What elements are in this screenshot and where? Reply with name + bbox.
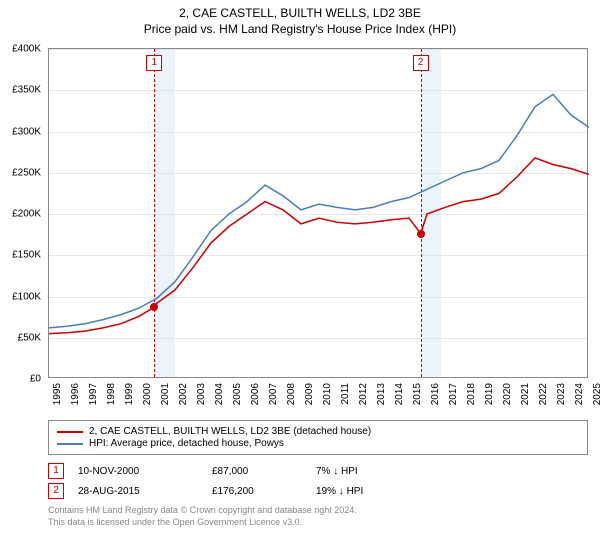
x-axis-label: 2000 [142, 383, 153, 405]
x-axis-label: 2025 [592, 383, 600, 405]
x-axis-label: 2020 [502, 383, 513, 405]
event-row: 1 10-NOV-2000 £87,000 7% ↓ HPI [48, 463, 588, 479]
y-axis-label: £250K [12, 167, 41, 178]
y-axis-label: £350K [12, 85, 41, 96]
x-axis-label: 2011 [340, 383, 351, 405]
x-axis-label: 2016 [430, 383, 441, 405]
x-axis-label: 2017 [448, 383, 459, 405]
title-block: 2, CAE CASTELL, BUILTH WELLS, LD2 3BE Pr… [0, 0, 600, 36]
x-axis-label: 1996 [70, 383, 81, 405]
x-axis-label: 2024 [574, 383, 585, 405]
x-axis-label: 2021 [520, 383, 531, 405]
event-price: £176,200 [212, 486, 302, 497]
legend-label: HPI: Average price, detached house, Powy… [89, 438, 284, 449]
series-line [49, 94, 589, 328]
series-line [49, 158, 589, 334]
x-axis-label: 2001 [160, 383, 171, 405]
x-axis-label: 2003 [196, 383, 207, 405]
x-axis-label: 2002 [178, 383, 189, 405]
x-axis-label: 2013 [376, 383, 387, 405]
y-axis-label: £100K [12, 291, 41, 302]
legend-and-footer: 2, CAE CASTELL, BUILTH WELLS, LD2 3BE (d… [48, 420, 588, 528]
chart-container: 2, CAE CASTELL, BUILTH WELLS, LD2 3BE Pr… [0, 0, 600, 560]
y-axis-label: £400K [12, 44, 41, 55]
footer: Contains HM Land Registry data © Crown c… [48, 505, 588, 528]
x-axis-label: 2018 [466, 383, 477, 405]
x-axis-label: 2015 [412, 383, 423, 405]
x-axis-label: 2014 [394, 383, 405, 405]
x-axis-label: 2007 [268, 383, 279, 405]
plot-wrap: £0£50K£100K£150K£200K£250K£300K£350K£400… [48, 48, 588, 378]
legend-label: 2, CAE CASTELL, BUILTH WELLS, LD2 3BE (d… [89, 426, 371, 437]
x-axis-label: 1995 [52, 383, 63, 405]
event-num-box: 2 [48, 483, 64, 499]
x-axis-label: 2009 [304, 383, 315, 405]
title-line-2: Price paid vs. HM Land Registry's House … [0, 22, 600, 36]
x-axis-label: 2012 [358, 383, 369, 405]
footer-line-1: Contains HM Land Registry data © Crown c… [48, 505, 588, 517]
event-dot [150, 303, 158, 311]
event-date: 28-AUG-2015 [78, 486, 198, 497]
legend-row: 2, CAE CASTELL, BUILTH WELLS, LD2 3BE (d… [57, 426, 579, 437]
y-axis-label: £300K [12, 126, 41, 137]
x-axis-label: 2010 [322, 383, 333, 405]
legend-swatch [57, 431, 83, 433]
x-axis-label: 2008 [286, 383, 297, 405]
y-axis-label: £150K [12, 250, 41, 261]
x-axis-label: 1998 [106, 383, 117, 405]
x-axis-label: 1997 [88, 383, 99, 405]
x-axis-label: 2006 [250, 383, 261, 405]
x-axis-label: 2019 [484, 383, 495, 405]
footer-line-2: This data is licensed under the Open Gov… [48, 517, 588, 529]
event-date: 10-NOV-2000 [78, 466, 198, 477]
event-row: 2 28-AUG-2015 £176,200 19% ↓ HPI [48, 483, 588, 499]
title-line-1: 2, CAE CASTELL, BUILTH WELLS, LD2 3BE [0, 6, 600, 20]
events-table: 1 10-NOV-2000 £87,000 7% ↓ HPI 2 28-AUG-2015 £… [48, 463, 588, 499]
y-axis-label: £200K [12, 209, 41, 220]
y-axis-label: £50K [18, 332, 41, 343]
x-axis-label: 2023 [556, 383, 567, 405]
plot-area: £0£50K£100K£150K£200K£250K£300K£350K£400… [48, 48, 588, 378]
x-axis-label: 2004 [214, 383, 225, 405]
event-num-box: 1 [48, 463, 64, 479]
event-price: £87,000 [212, 466, 302, 477]
x-axis-label: 1999 [124, 383, 135, 405]
x-axis-label: 2022 [538, 383, 549, 405]
event-diff: 7% ↓ HPI [316, 466, 416, 477]
legend-swatch [57, 443, 83, 445]
y-axis-label: £0 [30, 374, 41, 385]
series-svg [49, 49, 589, 379]
legend-box: 2, CAE CASTELL, BUILTH WELLS, LD2 3BE (d… [48, 420, 588, 455]
event-dot [417, 230, 425, 238]
event-diff: 19% ↓ HPI [316, 486, 416, 497]
x-axis-label: 2005 [232, 383, 243, 405]
legend-row: HPI: Average price, detached house, Powy… [57, 438, 579, 449]
